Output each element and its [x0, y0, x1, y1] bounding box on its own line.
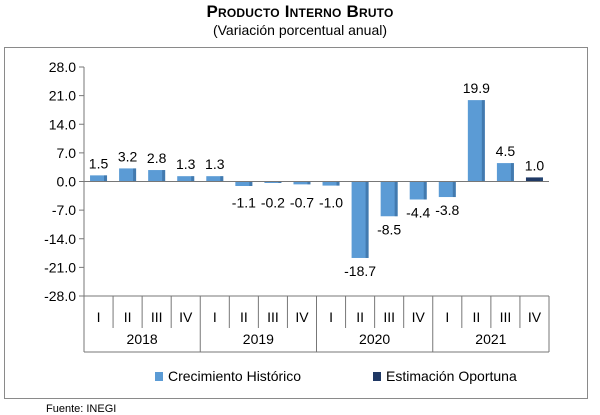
quarter-label: III — [383, 309, 395, 325]
year-label: 2018 — [127, 331, 158, 347]
bar-shade — [539, 177, 543, 182]
quarter-label: IV — [179, 309, 193, 325]
bar-oportuna — [525, 177, 543, 182]
quarter-label: II — [124, 309, 132, 325]
data-label: 2.8 — [147, 150, 167, 166]
y-tick-label: -21.0 — [44, 259, 76, 275]
bar-shade — [394, 181, 398, 217]
quarter-label: I — [445, 309, 449, 325]
data-label: 1.5 — [89, 155, 109, 171]
bar-historico — [90, 175, 108, 182]
year-label: 2019 — [243, 331, 274, 347]
source-note: Fuente: INEGI — [46, 403, 117, 415]
data-label: -8.5 — [377, 221, 401, 237]
bar-shade — [307, 181, 311, 185]
y-tick-label: -7.0 — [52, 202, 76, 218]
y-tick-label: 14.0 — [49, 116, 76, 132]
data-label: 1.3 — [205, 156, 225, 172]
bar-shade — [336, 181, 340, 186]
bar-shade — [220, 176, 224, 182]
data-label: -0.2 — [261, 195, 285, 211]
y-tick-label: 0.0 — [57, 174, 77, 190]
bar-shade — [278, 181, 282, 183]
bar-historico — [322, 181, 340, 186]
data-label: -1.1 — [232, 195, 256, 211]
bar-historico — [177, 176, 195, 182]
y-tick-label: -28.0 — [44, 288, 76, 304]
quarter-label: II — [472, 309, 480, 325]
bar-shade — [162, 170, 166, 182]
bar-shade — [365, 181, 369, 258]
quarter-label: III — [267, 309, 279, 325]
quarter-label: IV — [528, 309, 542, 325]
quarter-label: III — [500, 309, 512, 325]
y-tick-label: 21.0 — [49, 88, 76, 104]
bar-historico — [467, 100, 485, 182]
y-tick-label: 28.0 — [49, 59, 76, 75]
bar-shade — [133, 168, 137, 182]
data-label: -3.8 — [435, 202, 459, 218]
bar-shade — [452, 181, 456, 198]
bar-historico — [380, 181, 398, 217]
bar-shade — [510, 163, 514, 182]
bar-historico — [264, 181, 282, 183]
bar-historico — [496, 163, 514, 182]
quarter-label: I — [329, 309, 333, 325]
y-tick-label: -14.0 — [44, 231, 76, 247]
bar-shade — [191, 176, 195, 182]
year-label: 2021 — [475, 331, 506, 347]
data-label: 1.0 — [525, 157, 545, 173]
bar-historico — [235, 181, 253, 186]
bar-historico — [409, 181, 427, 200]
quarter-label: II — [240, 309, 248, 325]
chart-title: Producto Interno Bruto — [206, 2, 394, 21]
bar-historico — [293, 181, 311, 185]
year-label: 2020 — [359, 331, 390, 347]
data-label: -0.7 — [290, 195, 314, 211]
bar-historico — [438, 181, 456, 198]
chart-frame — [4, 47, 588, 399]
legend-label-historico: Crecimiento Histórico — [168, 368, 301, 384]
data-label: 19.9 — [463, 80, 490, 96]
data-label: -1.0 — [319, 195, 343, 211]
data-label: -4.4 — [406, 204, 430, 220]
legend-label-oportuna: Estimación Oportuna — [386, 368, 517, 384]
bar-shade — [481, 100, 485, 182]
bar-historico — [351, 181, 369, 258]
bar-shade — [249, 181, 253, 186]
quarter-label: IV — [295, 309, 309, 325]
bar-historico — [206, 176, 224, 182]
data-label: 3.2 — [118, 148, 138, 164]
bar-historico — [148, 170, 166, 182]
legend-swatch-oportuna — [373, 372, 381, 381]
quarter-label: III — [151, 309, 163, 325]
data-label: 1.3 — [176, 156, 196, 172]
quarter-label: II — [356, 309, 364, 325]
bar-historico — [119, 168, 137, 182]
data-label: -18.7 — [344, 263, 376, 279]
quarter-label: I — [97, 309, 101, 325]
bar-shade — [423, 181, 427, 200]
quarter-label: I — [213, 309, 217, 325]
data-label: 4.5 — [496, 143, 516, 159]
bar-shade — [104, 175, 108, 182]
legend-swatch-historico — [155, 372, 163, 381]
y-tick-label: 7.0 — [57, 145, 77, 161]
chart-subtitle: (Variación porcentual anual) — [212, 22, 388, 38]
quarter-label: IV — [412, 309, 426, 325]
